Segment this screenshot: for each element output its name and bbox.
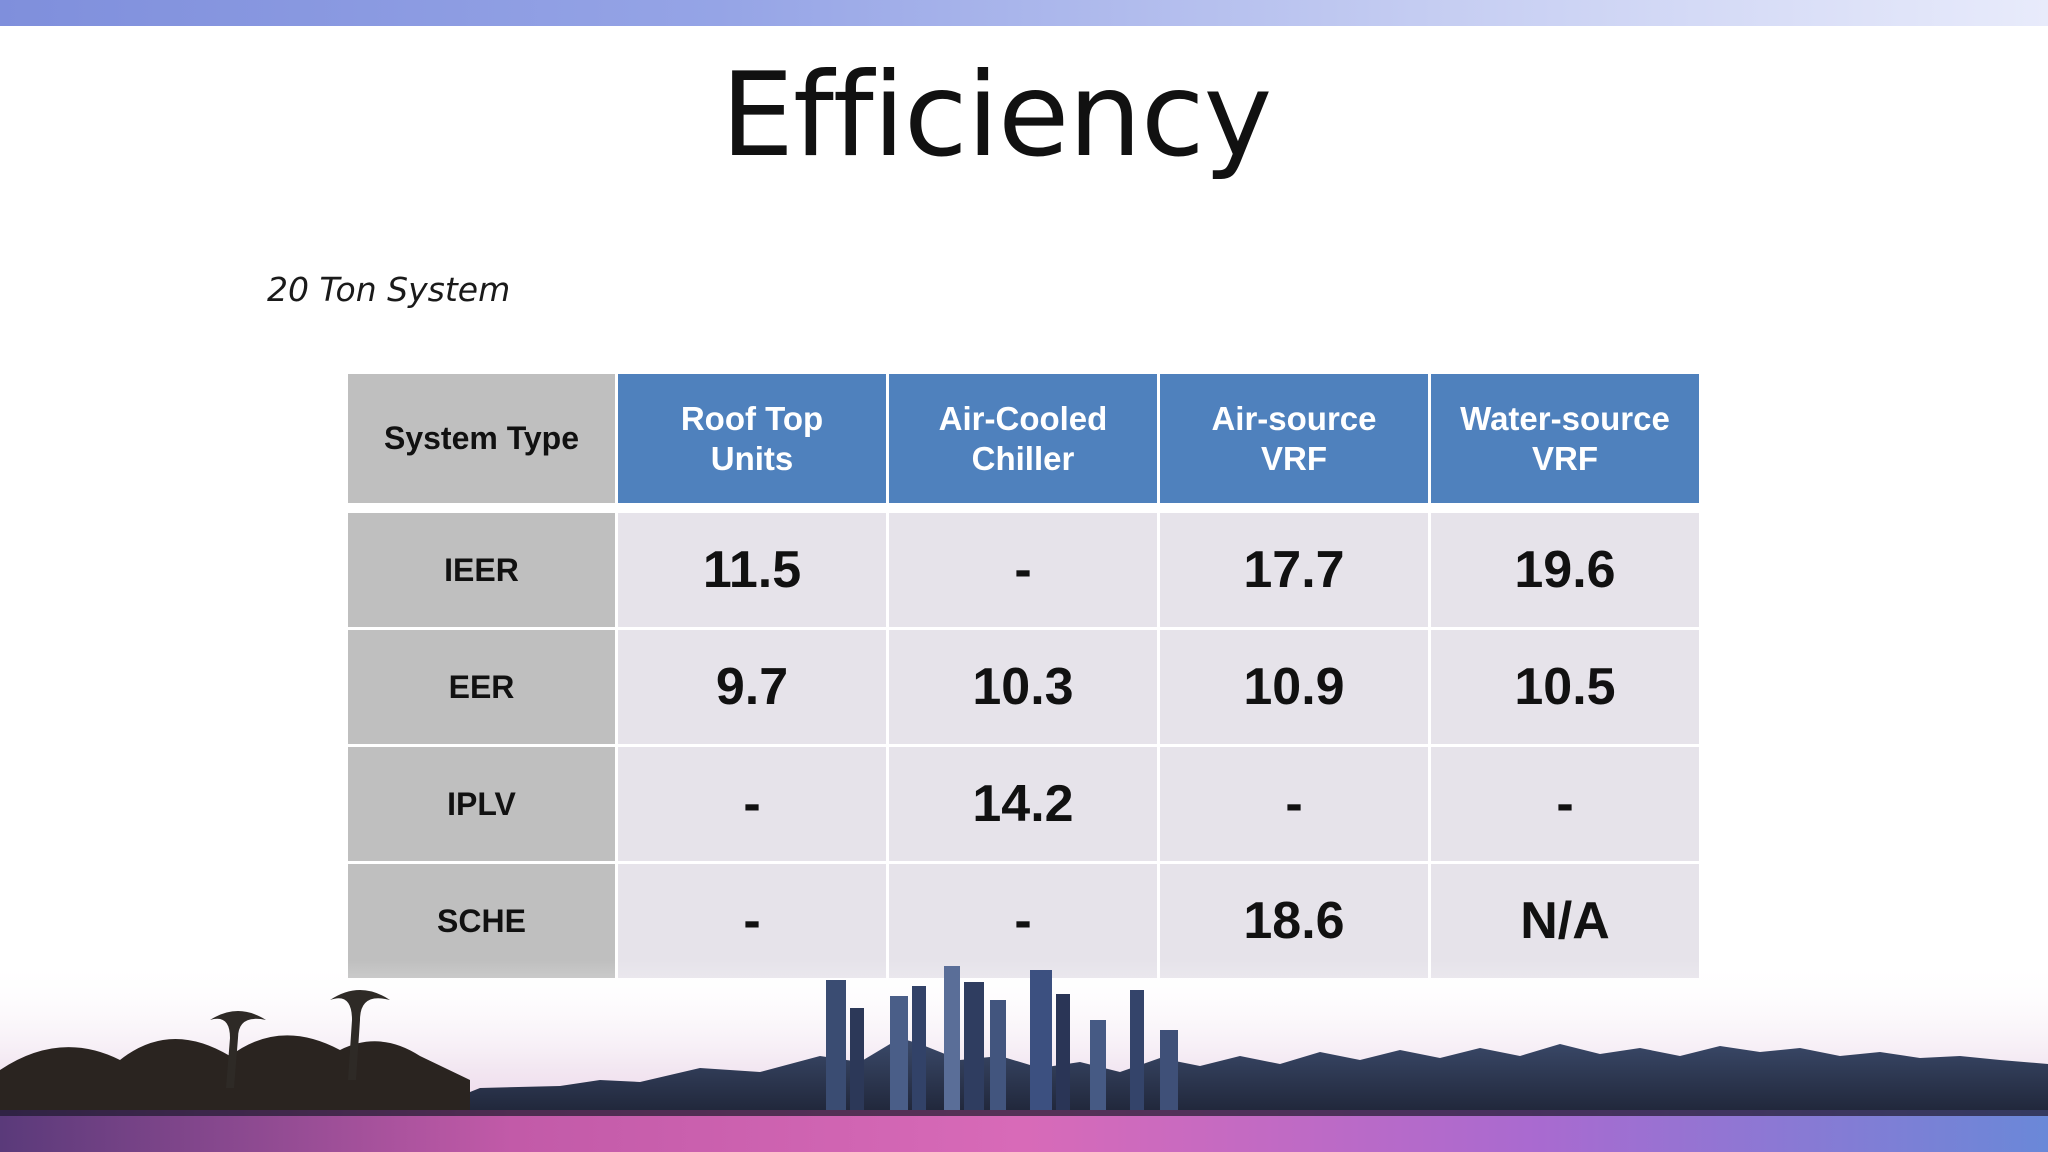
table-cell: N/A <box>1431 864 1699 978</box>
column-header-roof-top-units: Roof Top Units <box>618 374 886 503</box>
table-cell: - <box>889 513 1157 627</box>
table-cell: 10.5 <box>1431 630 1699 744</box>
table-cell: 10.3 <box>889 630 1157 744</box>
column-header-line: Units <box>710 439 794 477</box>
column-header-line: VRF <box>1261 439 1327 477</box>
table-row-sche: SCHE - - 18.6 N/A <box>348 864 1699 978</box>
table-cell: 10.9 <box>1160 630 1428 744</box>
city-skyline-image <box>0 960 2048 1152</box>
table-gap <box>348 506 1699 510</box>
column-header-line: VRF <box>1532 439 1598 477</box>
table-cell: - <box>889 864 1157 978</box>
table-row-ieer: IEER 11.5 - 17.7 19.6 <box>348 513 1699 627</box>
table-cell: 19.6 <box>1431 513 1699 627</box>
table-cell: 17.7 <box>1160 513 1428 627</box>
table-row-eer: EER 9.7 10.3 10.9 10.5 <box>348 630 1699 744</box>
column-header-water-source-vrf: Water-source VRF <box>1431 374 1699 503</box>
column-header-line: Roof Top <box>680 399 824 437</box>
table-gap-cell <box>348 506 1699 510</box>
slide-subtitle: 20 Ton System <box>267 270 511 309</box>
slide-title: Efficiency <box>720 48 1273 183</box>
row-header: IPLV <box>348 747 615 861</box>
column-header-air-source-vrf: Air-source VRF <box>1160 374 1428 503</box>
table-cell: - <box>1160 747 1428 861</box>
row-header: SCHE <box>348 864 615 978</box>
column-header-line: Air-source <box>1211 399 1377 437</box>
table-cell: - <box>1431 747 1699 861</box>
column-header-air-cooled-chiller: Air-Cooled Chiller <box>889 374 1157 503</box>
table-header-row: System Type Roof Top Units Air-Cooled Ch… <box>348 374 1699 503</box>
corner-header: System Type <box>348 374 615 503</box>
column-header-line: Water-source <box>1460 399 1670 437</box>
table-cell: - <box>618 747 886 861</box>
row-header: IEER <box>348 513 615 627</box>
table-row-iplv: IPLV - 14.2 - - <box>348 747 1699 861</box>
column-header-line: Air-Cooled <box>938 399 1108 437</box>
table-cell: - <box>618 864 886 978</box>
efficiency-table: System Type Roof Top Units Air-Cooled Ch… <box>345 371 1702 981</box>
row-header: EER <box>348 630 615 744</box>
table-cell: 11.5 <box>618 513 886 627</box>
table-cell: 9.7 <box>618 630 886 744</box>
table-cell: 14.2 <box>889 747 1157 861</box>
table-cell: 18.6 <box>1160 864 1428 978</box>
column-header-line: Chiller <box>971 439 1075 477</box>
top-decorative-band <box>0 0 2048 26</box>
